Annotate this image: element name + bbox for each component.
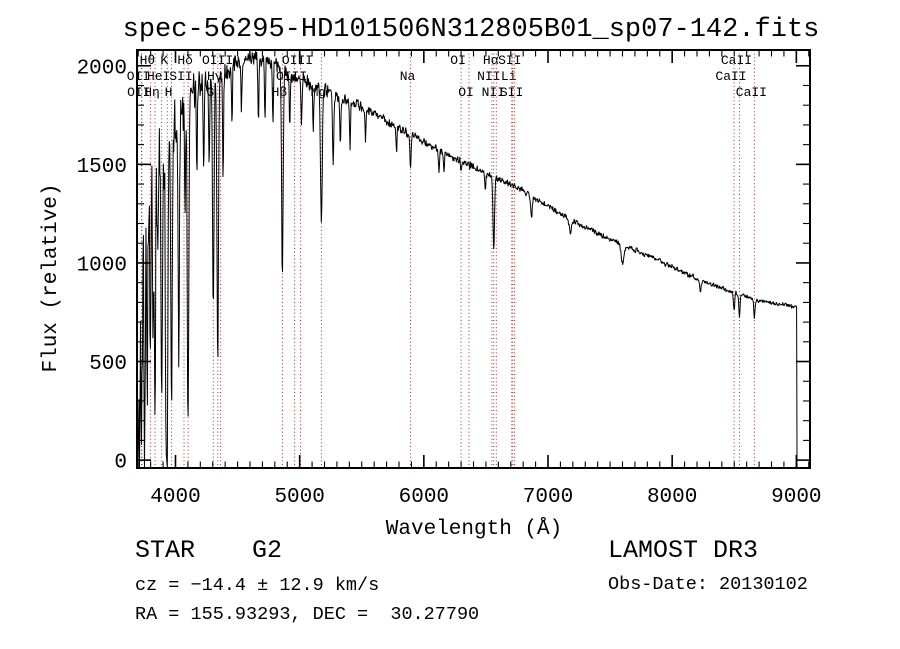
footer-subclass: G2 xyxy=(252,536,282,565)
spectral-line-label: Hβ xyxy=(272,85,288,100)
spectral-line-label: OI xyxy=(450,53,466,68)
spectral-line-label: NII xyxy=(482,85,505,100)
spectral-line-label: Li xyxy=(501,69,517,84)
spectral-line-label: SII xyxy=(500,85,523,100)
footer-survey: LAMOST DR3 xyxy=(608,536,758,565)
footer-cz: cz = −14.4 ± 12.9 km/s xyxy=(135,575,379,596)
spectral-line-label: Hα xyxy=(483,53,499,68)
footer-radec: RA = 155.93293, DEC = 30.27790 xyxy=(135,604,479,625)
tick-labels: 4000 5000 6000 7000 8000 9000 0 500 1000 1500 2000 xyxy=(77,57,822,509)
spectrum-trace xyxy=(137,50,798,468)
spectral-line-label: OII xyxy=(127,85,150,100)
x-tick-label: 8000 xyxy=(647,486,697,509)
spectral-line-label: SII xyxy=(169,69,192,84)
y-tick-label: 2000 xyxy=(77,57,127,80)
x-tick-label: 6000 xyxy=(399,486,449,509)
spectral-line-label: Hδ xyxy=(177,53,193,68)
spectral-line-label: H xyxy=(165,85,173,100)
y-tick-label: 1000 xyxy=(77,254,127,277)
footer-class: STAR xyxy=(135,536,195,565)
footer-obsdate: Obs-Date: 20130102 xyxy=(608,574,808,595)
spectral-line-label: OIII xyxy=(282,53,313,68)
spectral-line-label: CaII xyxy=(715,69,746,84)
y-axis-title: Flux (relative) xyxy=(40,183,63,372)
spectral-line-label: NII xyxy=(477,69,500,84)
y-tick-label: 1500 xyxy=(77,156,127,179)
spectral-line-label: Na xyxy=(400,69,416,84)
spectrum-curve xyxy=(137,50,798,468)
spectral-line-label: OIII xyxy=(202,53,233,68)
spectral-line-label: Hη xyxy=(144,85,160,100)
x-tick-label: 9000 xyxy=(771,486,821,509)
spectral-line-label: OII xyxy=(127,69,150,84)
spectral-line-label: OI xyxy=(458,85,474,100)
plot-frame xyxy=(136,49,811,469)
spectral-line-label: CaII xyxy=(721,53,752,68)
spectral-line-label: HeI xyxy=(147,69,170,84)
x-tick-label: 7000 xyxy=(523,486,573,509)
y-tick-label: 500 xyxy=(89,353,127,376)
x-tick-label: 5000 xyxy=(274,486,324,509)
axes-frame xyxy=(136,49,811,469)
x-tick-label: 4000 xyxy=(150,486,200,509)
spectral-line-label: SII xyxy=(498,53,521,68)
x-axis-title: Wavelength (Å) xyxy=(386,518,562,541)
spectral-line-markers: OIIOIIHθHηHeIKHSIIHδGHγOIIIHβOIIIOIIIMgN… xyxy=(127,50,767,468)
spectral-line-label: CaII xyxy=(736,85,767,100)
y-tick-label: 0 xyxy=(114,452,127,475)
spectral-line-label: Hθ xyxy=(140,53,156,68)
spectral-line-label: K xyxy=(160,53,168,68)
plot-title: spec-56295-HD101506N312805B01_sp07-142.f… xyxy=(123,15,820,45)
